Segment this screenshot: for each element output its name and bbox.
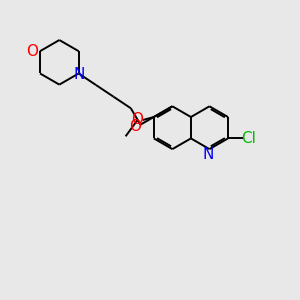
Text: O: O (27, 44, 39, 59)
Text: O: O (129, 118, 141, 134)
Text: O: O (131, 112, 143, 127)
Text: N: N (74, 67, 85, 82)
Text: Cl: Cl (241, 131, 256, 146)
Text: N: N (202, 147, 214, 162)
